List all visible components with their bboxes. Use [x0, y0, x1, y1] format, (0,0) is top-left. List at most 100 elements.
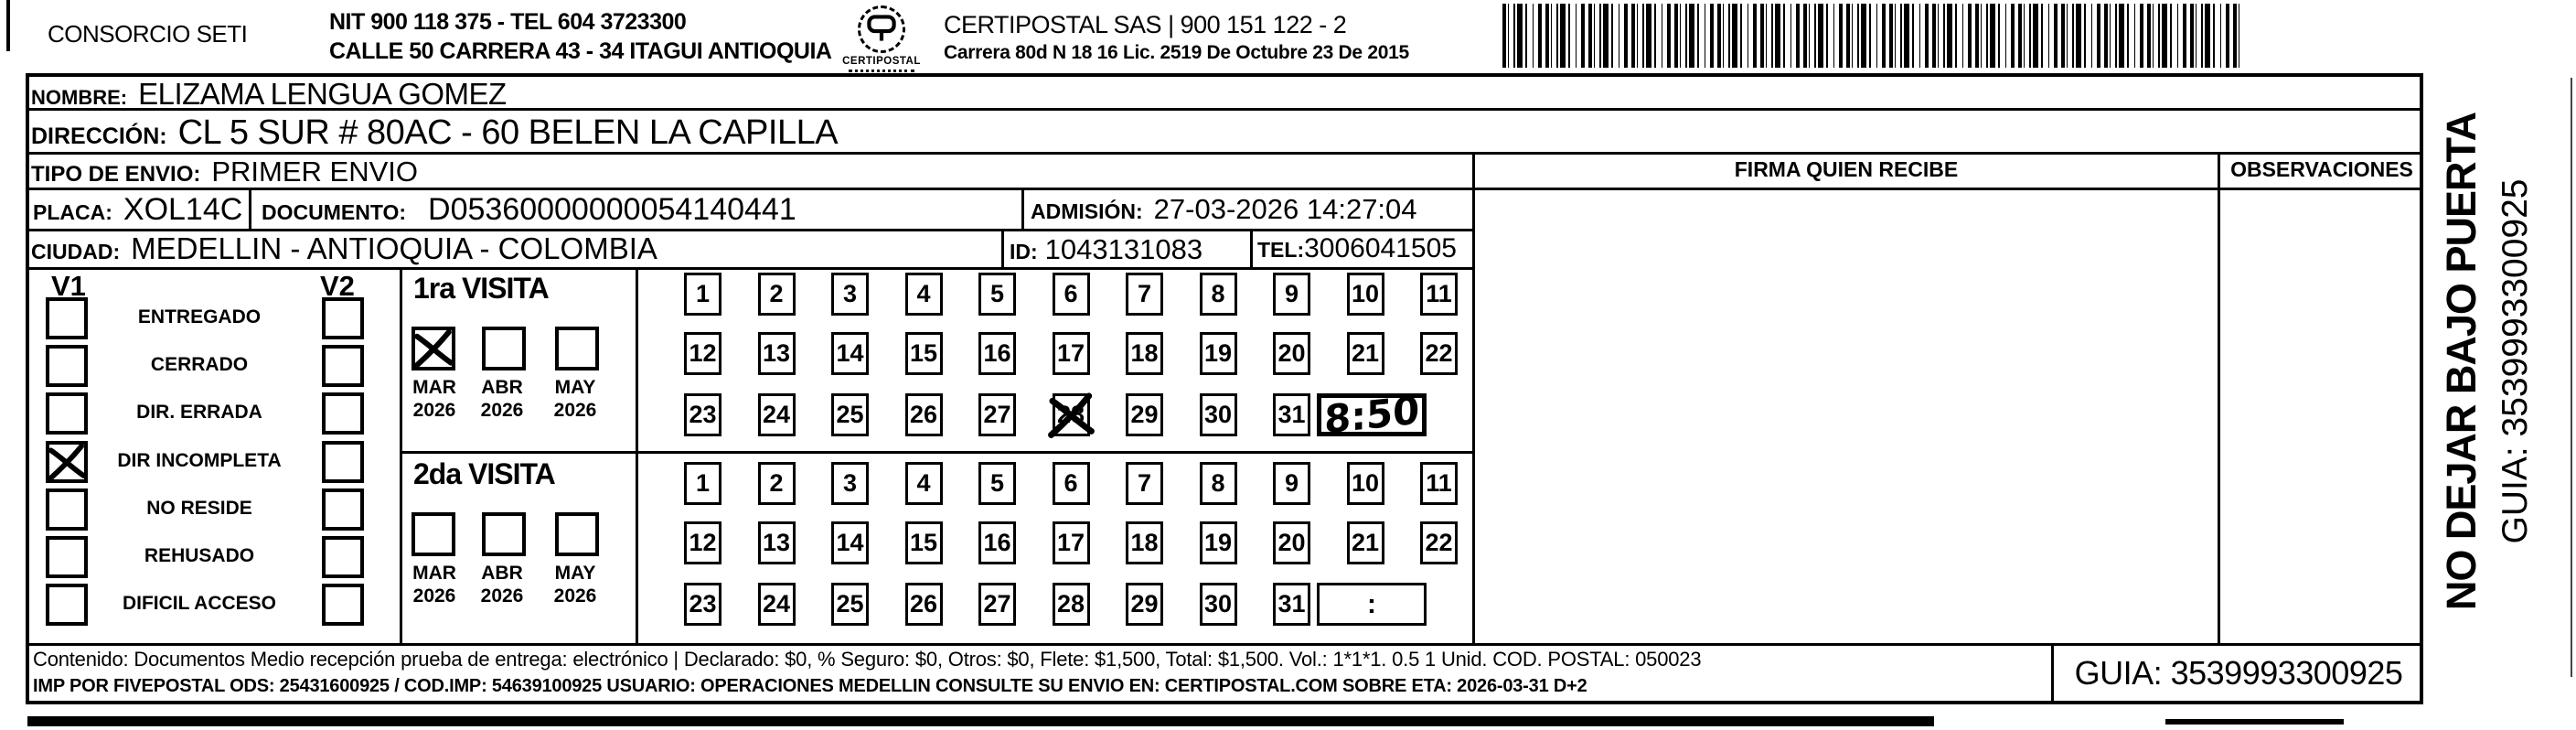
v2-checkbox-rehusado[interactable]	[322, 536, 364, 578]
day-cell-26[interactable]: 26	[904, 393, 943, 436]
day-cell-30[interactable]: 30	[1199, 393, 1237, 436]
v2-checkbox-dificil-acceso[interactable]	[322, 584, 364, 627]
tipo-envio-label: TIPO DE ENVIO:	[31, 162, 201, 187]
day-cell-20[interactable]: 20	[1273, 521, 1310, 564]
day-cell-18[interactable]: 18	[1126, 332, 1163, 375]
month-checkbox-abr-visit2[interactable]	[482, 512, 526, 556]
day-cell-19[interactable]: 19	[1199, 521, 1237, 564]
time-entry-box[interactable]: 8:50	[1317, 387, 1427, 443]
day-cell-1[interactable]: 1	[684, 273, 721, 316]
day-cell-7[interactable]: 7	[1126, 462, 1163, 505]
day-cell-19[interactable]: 19	[1199, 332, 1237, 375]
v1-checkbox-cerrado[interactable]	[46, 345, 88, 388]
day-cell-16[interactable]: 16	[978, 521, 1016, 564]
placa-label: PLACA:	[33, 200, 112, 224]
day-cell-22[interactable]: 22	[1420, 521, 1458, 564]
day-cell-31[interactable]: 31	[1273, 393, 1310, 436]
day-cell-12[interactable]: 12	[684, 521, 721, 564]
handwritten-x-mark	[47, 443, 87, 481]
ciudad-value: MEDELLIN - ANTIOQUIA - COLOMBIA	[131, 231, 657, 265]
day-cell-11[interactable]: 11	[1420, 462, 1458, 505]
day-cell-16[interactable]: 16	[978, 332, 1016, 375]
day-cell-12[interactable]: 12	[684, 332, 721, 375]
grid-line	[26, 108, 2423, 111]
day-cell-21[interactable]: 21	[1346, 332, 1384, 375]
day-cell-31[interactable]: 31	[1273, 583, 1310, 626]
day-cell-21[interactable]: 21	[1346, 521, 1384, 564]
day-cell-25[interactable]: 25	[831, 583, 869, 626]
v1-checkbox-dir-incompleta[interactable]	[46, 440, 88, 483]
day-cell-1[interactable]: 1	[684, 462, 721, 505]
day-cell-9[interactable]: 9	[1273, 273, 1310, 316]
day-cell-8[interactable]: 8	[1199, 462, 1237, 505]
month-checkbox-abr-visit1[interactable]	[482, 327, 526, 370]
day-cell-5[interactable]: 5	[978, 273, 1016, 316]
v2-checkbox-dir-incompleta[interactable]	[322, 440, 364, 483]
day-cell-14[interactable]: 14	[831, 332, 869, 375]
day-cell-13[interactable]: 13	[757, 332, 796, 375]
v1-checkbox-dificil-acceso[interactable]	[46, 584, 88, 627]
day-cell-8[interactable]: 8	[1199, 273, 1237, 316]
day-cell-20[interactable]: 20	[1273, 332, 1310, 375]
v2-checkbox-entregado[interactable]	[322, 297, 364, 339]
v2-checkbox-cerrado[interactable]	[322, 345, 364, 388]
day-cell-23[interactable]: 23	[684, 583, 721, 626]
v1-checkbox-entregado[interactable]	[46, 297, 88, 339]
month-checkbox-mar-visit2[interactable]	[412, 512, 455, 556]
month-checkbox-mar-visit1[interactable]	[412, 327, 455, 370]
day-cell-17[interactable]: 17	[1052, 521, 1090, 564]
ciudad-label: CIUDAD:	[31, 240, 121, 263]
v2-checkbox-dir-errada[interactable]	[322, 392, 364, 435]
day-cell-24[interactable]: 24	[757, 393, 796, 436]
day-cell-14[interactable]: 14	[831, 521, 869, 564]
day-cell-10[interactable]: 10	[1346, 462, 1384, 505]
scan-artifact	[2571, 78, 2572, 677]
day-cell-23[interactable]: 23	[684, 393, 721, 436]
time-entry-box[interactable]: :	[1317, 583, 1427, 626]
visit-month-panel: 1ra VISITA MAR 2026 ABR 2026 MAY 2026 2da VISIT…	[400, 270, 636, 643]
day-cell-30[interactable]: 30	[1199, 583, 1237, 626]
day-cell-4[interactable]: 4	[904, 462, 943, 505]
day-cell-29[interactable]: 29	[1126, 583, 1163, 626]
v1-checkbox-no-reside[interactable]	[46, 488, 88, 531]
day-cell-17[interactable]: 17	[1052, 332, 1090, 375]
day-cell-28[interactable]: 28	[1052, 583, 1090, 626]
day-cell-3[interactable]: 3	[831, 273, 869, 316]
day-cell-5[interactable]: 5	[978, 462, 1016, 505]
logo-glyph-icon	[867, 15, 896, 41]
day-cell-26[interactable]: 26	[904, 583, 943, 626]
month-checkbox-may-visit1[interactable]	[555, 327, 599, 370]
tel-label: TEL:	[1257, 238, 1305, 262]
day-cell-24[interactable]: 24	[757, 583, 796, 626]
day-cell-3[interactable]: 3	[831, 462, 869, 505]
handwritten-x-mark	[412, 329, 454, 370]
day-cell-9[interactable]: 9	[1273, 462, 1310, 505]
day-cell-29[interactable]: 29	[1126, 393, 1163, 436]
day-cell-25[interactable]: 25	[831, 393, 869, 436]
day-cell-27[interactable]: 27	[978, 583, 1016, 626]
day-cell-15[interactable]: 15	[904, 332, 943, 375]
day-cell-22[interactable]: 22	[1420, 332, 1458, 375]
v1-checkbox-dir-errada[interactable]	[46, 392, 88, 435]
day-cell-10[interactable]: 10	[1346, 273, 1384, 316]
v2-checkbox-no-reside[interactable]	[322, 488, 364, 531]
day-cell-13[interactable]: 13	[757, 521, 796, 564]
day-cell-4[interactable]: 4	[904, 273, 943, 316]
side-guia-text: GUIA: 3539993300925	[2496, 178, 2535, 544]
time-placeholder: :	[1367, 588, 1376, 619]
month-checkbox-may-visit2[interactable]	[555, 512, 599, 556]
documento-label: DOCUMENTO:	[262, 200, 407, 224]
id-value: 1043131083	[1044, 233, 1203, 265]
day-cell-11[interactable]: 11	[1420, 273, 1458, 316]
day-cell-15[interactable]: 15	[904, 521, 943, 564]
day-cell-7[interactable]: 7	[1126, 273, 1163, 316]
day-cell-2[interactable]: 2	[757, 462, 796, 505]
v1-column-header: V1	[51, 270, 86, 302]
day-cell-2[interactable]: 2	[757, 273, 796, 316]
v1-checkbox-rehusado[interactable]	[46, 536, 88, 578]
day-cell-6[interactable]: 6	[1052, 462, 1090, 505]
day-cell-18[interactable]: 18	[1126, 521, 1163, 564]
side-vertical-text: NO DEJAR BAJO PUERTA GUIA: 3539993300925	[2428, 64, 2547, 659]
day-cell-6[interactable]: 6	[1052, 273, 1090, 316]
day-cell-27[interactable]: 27	[978, 393, 1016, 436]
